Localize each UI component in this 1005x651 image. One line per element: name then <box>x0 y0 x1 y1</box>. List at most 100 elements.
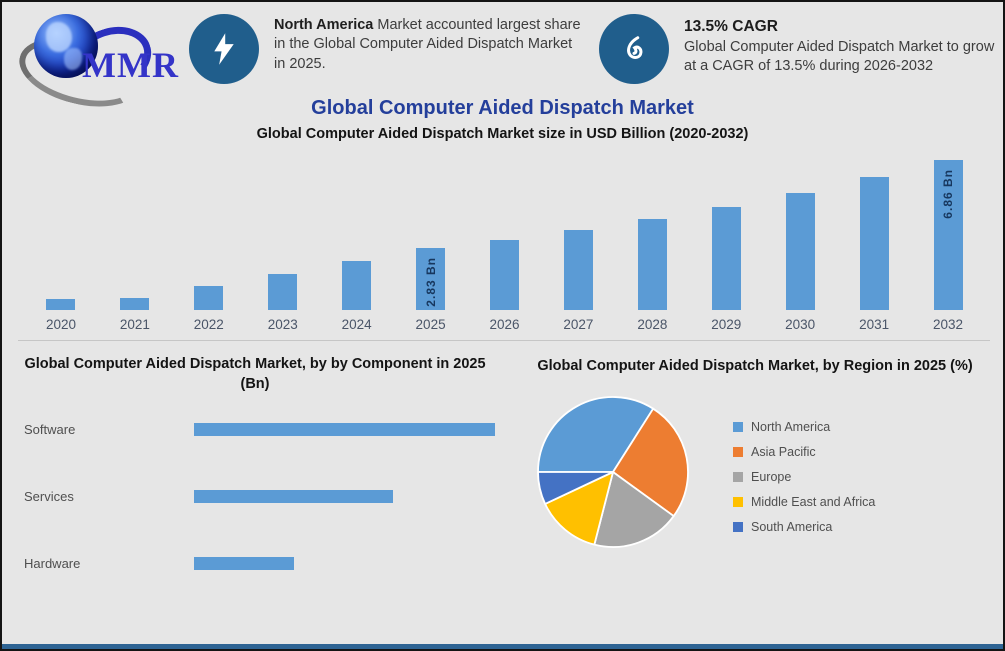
region-chart-title: Global Computer Aided Dispatch Market, b… <box>537 358 973 374</box>
legend-item-asia-pacific: Asia Pacific <box>733 445 875 459</box>
callout-north-america-text: North America Market accounted largest s… <box>274 17 581 72</box>
x-tick-2030: 2030 <box>785 317 816 332</box>
bar-area-2020 <box>46 150 76 310</box>
bar-value-label-2025: 2.83 Bn <box>423 257 438 307</box>
x-tick-2028: 2028 <box>637 317 668 332</box>
component-chart-title: Global Computer Aided Dispatch Market, b… <box>24 356 486 393</box>
legend-swatch-asia-pacific <box>733 446 743 457</box>
market-size-bar-chart: 2020 2021 2022 2023 2024 2.83 Bn 2025 2026 2027 2… <box>24 150 985 336</box>
section-divider <box>18 340 990 341</box>
bar-area-2026 <box>489 150 519 310</box>
growth-icon <box>599 14 669 84</box>
x-tick-2027: 2027 <box>563 317 594 332</box>
component-bar-software <box>194 423 495 436</box>
bar-2026 <box>489 240 519 310</box>
bar-area-2030 <box>785 150 815 310</box>
legend-label-middle-east-and-africa: Middle East and Africa <box>751 494 876 509</box>
callout-north-america: North America Market accounted largest s… <box>189 14 581 84</box>
bar-area-2028 <box>637 150 667 310</box>
x-tick-2022: 2022 <box>193 317 224 332</box>
bar-column-2030: 2030 <box>763 150 837 336</box>
callout-cagr: 13.5% CAGR Global Computer Aided Dispatc… <box>599 14 995 84</box>
component-bar-hardware <box>194 557 294 570</box>
component-label-hardware: Hardware <box>24 556 81 571</box>
legend-item-middle-east-and-africa: Middle East and Africa <box>733 494 876 509</box>
main-chart-title: Global Computer Aided Dispatch Market si… <box>256 126 749 142</box>
region-pie-chart <box>537 396 689 548</box>
cagr-text: Global Computer Aided Dispatch Market to… <box>684 39 995 75</box>
bar-2030 <box>785 193 815 310</box>
logo-text: MMR <box>82 45 179 85</box>
legend-label-south-america: South America <box>751 519 833 534</box>
bar-area-2027 <box>563 150 593 310</box>
bar-area-2032: 6.86 Bn <box>933 150 963 310</box>
component-label-software: Software <box>24 422 76 437</box>
bar-2028 <box>637 219 667 310</box>
component-row-services: Services <box>24 489 502 504</box>
component-bar-services <box>194 490 393 503</box>
pie-slice-europe <box>593 471 675 548</box>
legend-label-europe: Europe <box>751 469 792 484</box>
bar-column-2028: 2028 <box>615 150 689 336</box>
bar-column-2021: 2021 <box>98 150 172 336</box>
bar-column-2022: 2022 <box>172 150 246 336</box>
footer-accent-bar <box>2 644 1003 649</box>
bar-2022 <box>194 286 224 310</box>
bar-2024 <box>342 261 372 310</box>
bar-column-2031: 2031 <box>837 150 911 336</box>
legend-label-north-america: North America <box>751 419 831 434</box>
globe-icon <box>34 14 98 78</box>
component-row-hardware: Hardware <box>24 556 502 571</box>
x-tick-2020: 2020 <box>45 317 76 332</box>
bar-area-2022 <box>194 150 224 310</box>
bar-column-2026: 2026 <box>468 150 542 336</box>
legend-item-north-america: North America <box>733 419 875 434</box>
legend-swatch-south-america <box>733 521 743 532</box>
cagr-heading: 13.5% CAGR <box>684 18 778 35</box>
bar-2023 <box>268 274 298 310</box>
legend-item-europe: Europe <box>733 469 875 484</box>
bar-2027 <box>563 230 593 310</box>
bar-area-2021 <box>120 150 150 310</box>
bar-2032: 6.86 Bn <box>933 160 963 310</box>
component-row-software: Software <box>24 422 502 437</box>
bar-2025: 2.83 Bn <box>416 248 446 310</box>
bar-area-2024 <box>342 150 372 310</box>
callout-north-america-bold: North America <box>274 17 374 33</box>
bar-2020 <box>46 299 76 310</box>
pie-slice-south-america <box>537 471 614 505</box>
bar-area-2025: 2.83 Bn <box>416 150 446 310</box>
x-tick-2023: 2023 <box>267 317 298 332</box>
x-tick-2026: 2026 <box>489 317 520 332</box>
x-tick-2032: 2032 <box>933 317 964 332</box>
bar-2029 <box>711 207 741 310</box>
bar-column-2027: 2027 <box>541 150 615 336</box>
bar-2021 <box>120 298 150 310</box>
x-tick-2024: 2024 <box>341 317 372 332</box>
bar-column-2024: 2024 <box>320 150 394 336</box>
callout-cagr-body: 13.5% CAGR Global Computer Aided Dispatc… <box>684 14 995 84</box>
x-tick-2021: 2021 <box>119 317 150 332</box>
legend-item-south-america: South America <box>733 519 875 534</box>
bar-column-2032: 6.86 Bn 2032 <box>911 150 985 336</box>
x-tick-2031: 2031 <box>859 317 890 332</box>
legend-swatch-north-america <box>733 421 743 432</box>
bar-column-2020: 2020 <box>24 150 98 336</box>
bar-column-2029: 2029 <box>689 150 763 336</box>
page-title: Global Computer Aided Dispatch Market <box>311 97 694 119</box>
bar-area-2023 <box>268 150 298 310</box>
pie-slice-asia-pacific <box>612 407 689 517</box>
x-tick-2029: 2029 <box>711 317 742 332</box>
bar-area-2031 <box>859 150 889 310</box>
mmr-logo: MMR <box>12 10 194 119</box>
pie-slice-middle-east-and-africa <box>544 471 614 546</box>
x-tick-2025: 2025 <box>415 317 446 332</box>
legend-swatch-middle-east-and-africa <box>733 496 743 507</box>
bar-2031 <box>859 177 889 310</box>
legend-swatch-europe <box>733 471 743 482</box>
bar-column-2023: 2023 <box>246 150 320 336</box>
component-bar-chart: Software Services Hardware <box>24 422 502 624</box>
bar-area-2029 <box>711 150 741 310</box>
bar-value-label-2032: 6.86 Bn <box>941 169 956 219</box>
